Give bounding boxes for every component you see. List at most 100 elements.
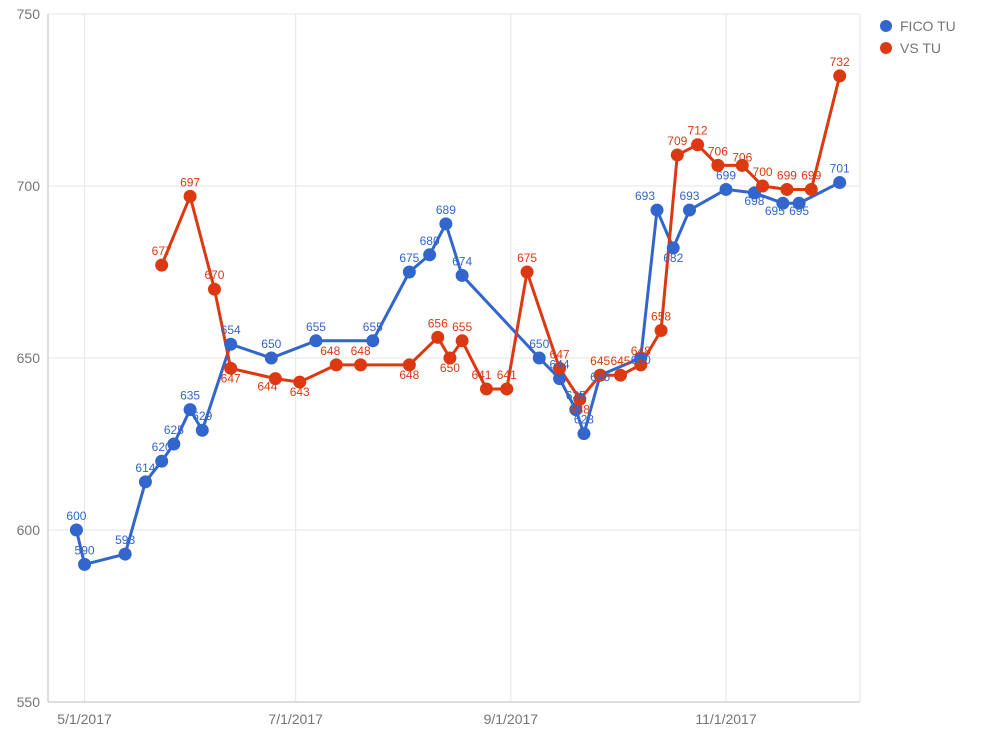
data-label: 600 — [66, 509, 86, 523]
data-point — [456, 269, 469, 282]
data-label: 593 — [115, 533, 135, 547]
data-label: 732 — [830, 55, 850, 69]
data-label: 620 — [152, 440, 172, 454]
data-point — [155, 259, 168, 272]
legend: FICO TU VS TU — [880, 15, 956, 59]
data-label: 693 — [679, 189, 699, 203]
data-point — [614, 369, 627, 382]
data-label: 655 — [363, 320, 383, 334]
data-point — [439, 217, 452, 230]
data-point — [265, 352, 278, 365]
data-label: 693 — [635, 189, 655, 203]
credit-score-line-chart: 550 600 650 700 750 5/1/2017 7/1/2017 9/1/2017 1… — [0, 0, 999, 737]
data-label: 650 — [440, 361, 460, 375]
data-label: 700 — [753, 165, 773, 179]
data-point — [691, 138, 704, 151]
data-point — [456, 334, 469, 347]
data-point — [184, 190, 197, 203]
data-label: 699 — [716, 168, 736, 182]
y-axis-tick-label: 600 — [17, 522, 41, 538]
data-point — [651, 204, 664, 217]
data-point — [330, 358, 343, 371]
data-label: 648 — [320, 344, 340, 358]
data-label: 656 — [428, 316, 448, 330]
data-label: 647 — [550, 347, 570, 361]
data-label: 641 — [497, 368, 517, 382]
data-point — [655, 324, 668, 337]
data-label: 648 — [351, 344, 371, 358]
legend-label: VS TU — [900, 40, 941, 56]
data-label: 697 — [180, 175, 200, 189]
data-label: 645 — [610, 354, 630, 368]
data-label: 701 — [830, 162, 850, 176]
data-label: 644 — [257, 380, 277, 394]
data-label: 641 — [471, 368, 491, 382]
data-label: 689 — [436, 203, 456, 217]
data-point — [500, 382, 513, 395]
data-label: 680 — [420, 234, 440, 248]
data-point — [155, 455, 168, 468]
data-label: 699 — [801, 168, 821, 182]
x-axis-tick-label: 9/1/2017 — [484, 711, 539, 727]
data-point — [431, 331, 444, 344]
y-axis-tick-label: 750 — [17, 6, 41, 22]
data-point — [139, 475, 152, 488]
data-label: 655 — [452, 320, 472, 334]
data-label: 643 — [290, 385, 310, 399]
y-axis-tick-label: 650 — [17, 350, 41, 366]
data-point — [683, 204, 696, 217]
legend-swatch — [880, 42, 892, 54]
data-point — [354, 358, 367, 371]
data-point — [70, 524, 83, 537]
data-label: 645 — [590, 370, 610, 384]
data-label: 658 — [651, 309, 671, 323]
data-point — [756, 180, 769, 193]
data-label: 675 — [399, 251, 419, 265]
legend-item: VS TU — [880, 37, 956, 59]
data-point — [196, 424, 209, 437]
x-axis-tick-label: 7/1/2017 — [268, 711, 323, 727]
data-label: 670 — [204, 268, 224, 282]
y-axis-tick-label: 550 — [17, 694, 41, 710]
data-label: 706 — [708, 144, 728, 158]
data-label: 655 — [306, 320, 326, 334]
data-label: 638 — [570, 402, 590, 416]
data-point — [671, 149, 684, 162]
data-label: 650 — [261, 337, 281, 351]
data-label: 614 — [135, 461, 155, 475]
data-label: 682 — [663, 251, 683, 265]
data-point — [480, 382, 493, 395]
legend-label: FICO TU — [900, 18, 956, 34]
data-label: 699 — [777, 168, 797, 182]
x-axis-tick-label: 11/1/2017 — [695, 711, 756, 727]
data-point — [533, 352, 546, 365]
data-label: 695 — [789, 204, 809, 218]
data-label: 629 — [192, 409, 212, 423]
data-label: 590 — [75, 543, 95, 557]
legend-item: FICO TU — [880, 15, 956, 37]
data-label: 712 — [688, 124, 708, 138]
data-label: 647 — [221, 371, 241, 385]
data-label: 675 — [517, 251, 537, 265]
data-label: 695 — [765, 204, 785, 218]
data-point — [805, 183, 818, 196]
data-label: 625 — [164, 423, 184, 437]
data-label: 645 — [590, 354, 610, 368]
data-label: 709 — [667, 134, 687, 148]
data-label: 674 — [452, 254, 472, 268]
x-axis-tick-label: 5/1/2017 — [57, 711, 112, 727]
data-point — [224, 338, 237, 351]
data-point — [423, 248, 436, 261]
data-label: 648 — [399, 368, 419, 382]
data-point — [833, 176, 846, 189]
chart-container: 550 600 650 700 750 5/1/2017 7/1/2017 9/1/2017 1… — [0, 0, 999, 737]
data-point — [720, 183, 733, 196]
data-point — [208, 283, 221, 296]
data-point — [119, 548, 132, 561]
data-point — [521, 266, 534, 279]
data-point — [780, 183, 793, 196]
data-point — [403, 266, 416, 279]
y-axis-tick-label: 700 — [17, 178, 41, 194]
data-label: 635 — [180, 389, 200, 403]
data-label: 635 — [566, 389, 586, 403]
